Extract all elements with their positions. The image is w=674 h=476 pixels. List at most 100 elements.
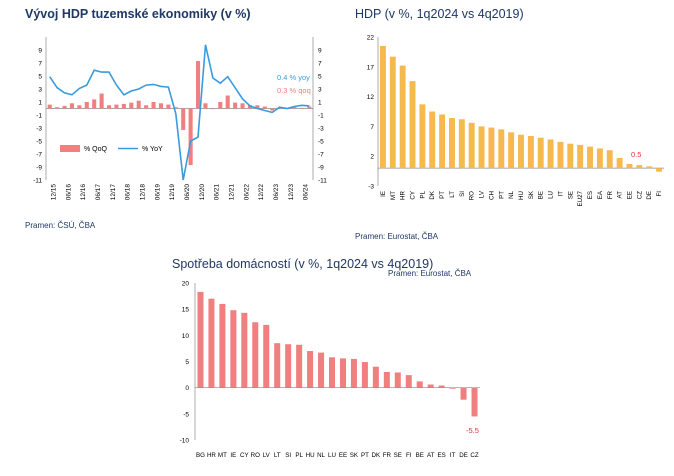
chart2-bar: [528, 136, 534, 168]
chart1-qoq-bar: [144, 105, 148, 108]
chart3-bar: [274, 343, 280, 387]
chart3-ytick: -10: [180, 438, 190, 445]
chart2-category-label: CH: [488, 191, 495, 200]
chart2-category-label: EA: [597, 190, 604, 199]
chart2-bar: [479, 126, 485, 168]
chart3-bar: [450, 388, 456, 389]
chart1-ytick-right: -9: [318, 165, 324, 172]
chart2-bar: [498, 129, 504, 168]
chart3-bar: [439, 386, 445, 388]
chart1-xtick: 06/18: [125, 184, 132, 201]
chart1-ytick-left: -3: [36, 126, 42, 133]
chart2-category-label: CZ: [636, 191, 643, 199]
chart1-ytick-right: -3: [318, 126, 324, 133]
chart3-bar: [384, 372, 390, 388]
chart3-category-label: PT: [361, 452, 369, 459]
chart1-xtick: 06/17: [95, 184, 102, 201]
chart1-qoq-bar: [70, 103, 74, 108]
chart3-bar: [428, 385, 434, 388]
chart3-ytick: 10: [182, 333, 190, 340]
chart2-category-label: DK: [429, 190, 436, 199]
chart1-ytick-right: -11: [318, 178, 327, 185]
chart1-qoq-bar: [196, 61, 200, 108]
chart1-xtick: 12/15: [50, 184, 57, 201]
chart1-title: Vývoj HDP tuzemské ekonomiky (v %): [25, 7, 251, 21]
chart2-bar: [607, 150, 613, 168]
chart3-bar: [329, 357, 335, 387]
chart1-qoq-bar: [92, 99, 96, 108]
chart2-bar: [587, 147, 593, 168]
chart3-category-label: EE: [339, 452, 347, 459]
chart2-bar: [429, 112, 435, 169]
chart3-category-label: SI: [285, 452, 291, 459]
chart3-bar: [406, 375, 412, 388]
chart3-source: Pramen: Eurostat, ČBA: [388, 269, 472, 278]
chart2-category-label: PT: [439, 191, 446, 199]
chart3-bar: [340, 358, 346, 387]
chart2-bar: [518, 135, 524, 168]
chart2-category-label: AT: [617, 191, 624, 199]
chart1-qoq-bar: [152, 102, 156, 109]
chart2-category-label: SK: [528, 190, 535, 199]
chart2-ytick: -3: [368, 184, 374, 191]
chart1-legend-qoq-label: % QoQ: [84, 146, 108, 153]
chart1-qoq-bar: [114, 105, 118, 109]
chart3-bar: [362, 362, 368, 388]
chart2-category-label: EE: [626, 191, 633, 199]
chart1-ytick-right: 9: [318, 48, 322, 55]
chart2-bar: [656, 168, 662, 172]
chart1-legend-qoq-swatch: [60, 145, 80, 152]
chart3-ytick: 20: [182, 281, 190, 288]
chart1-ytick-left: -11: [33, 178, 42, 185]
chart2-bar: [469, 123, 475, 168]
chart1-qoq-bar: [159, 103, 163, 108]
chart1-qoq-bar: [226, 96, 230, 109]
chart1-ytick-right: -7: [318, 152, 324, 159]
chart3-bar: [230, 310, 236, 387]
chart3-category-label: NL: [317, 452, 325, 459]
chart1-qoq-bar: [100, 94, 104, 109]
chart3-ytick: 0: [185, 385, 189, 392]
chart3-category-label: SK: [350, 452, 359, 459]
chart1-xtick: 12/23: [288, 184, 295, 201]
chart1-yoy-line: [50, 45, 310, 180]
chart2-bar: [439, 114, 445, 168]
chart2-bar: [557, 142, 563, 168]
chart2-category-label: DE: [646, 191, 653, 200]
chart1-xtick: 06/23: [273, 184, 280, 201]
chart1-ytick-left: -9: [36, 165, 42, 172]
chart3-category-label: SE: [394, 452, 402, 459]
chart2-category-label: PL: [419, 190, 426, 198]
chart3-category-label: LT: [274, 452, 281, 459]
chart1-qoq-bar: [166, 105, 170, 109]
chart3-bar: [241, 313, 247, 388]
chart1-xtick: 12/19: [169, 184, 176, 201]
chart2-bar: [577, 145, 583, 168]
chart1-qoq-bar: [189, 109, 193, 166]
chart2-category-label: ES: [587, 191, 594, 199]
chart1-xtick: 12/20: [199, 184, 206, 201]
chart1-qoq-bar: [181, 109, 185, 130]
chart1-qoq-bar: [48, 105, 52, 109]
chart2-category-label: LT: [449, 191, 456, 198]
chart1-qoq-bar: [211, 109, 215, 110]
chart1-qoq-bar: [77, 105, 81, 108]
chart2-category-label: SI: [459, 191, 466, 197]
chart2-source: Pramen: Eurostat, ČBA: [355, 232, 439, 241]
chart2-bar: [390, 57, 396, 168]
chart2-category-label: PT: [498, 191, 505, 199]
chart1-yoy-annotation: 0.4 % yoy: [277, 73, 310, 82]
chart1-ytick-right: -1: [318, 113, 324, 120]
gdp-development-chart: Vývoj HDP tuzemské ekonomiky (v %) Prame…: [0, 0, 674, 476]
chart1-qoq-bar: [55, 107, 59, 108]
chart1-qoq-bar: [300, 108, 304, 109]
chart3-category-label: FI: [406, 452, 412, 459]
chart1-qoq-bar: [241, 103, 245, 108]
chart2-category-label: IE: [380, 191, 387, 197]
chart1-xtick: 06/22: [243, 184, 250, 201]
chart1-ytick-left: 1: [38, 100, 42, 107]
chart3-bar: [208, 299, 214, 388]
chart2-category-label: BE: [538, 191, 545, 199]
chart2-ytick: 12: [367, 94, 375, 101]
chart3-annotation: -5.5: [466, 426, 479, 435]
